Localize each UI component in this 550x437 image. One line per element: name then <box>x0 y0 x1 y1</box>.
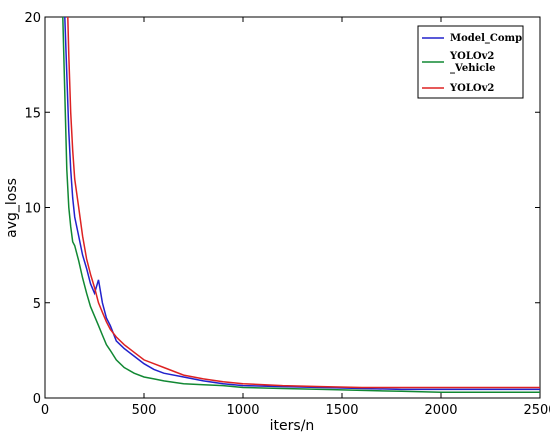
x-tick-label: 2000 <box>424 403 457 418</box>
y-tick-label: 5 <box>33 297 41 312</box>
x-tick-label: 500 <box>132 403 157 418</box>
x-tick-label: 1000 <box>226 403 259 418</box>
x-tick-label: 0 <box>41 403 49 418</box>
legend-label-0: Model_Comp <box>450 33 522 44</box>
legend-label-1: YOLOv2 _Vehicle <box>449 51 496 74</box>
y-tick-label: 0 <box>33 392 41 407</box>
x-tick-label: 1500 <box>325 403 358 418</box>
y-tick-label: 15 <box>24 106 41 121</box>
y-tick-label: 20 <box>24 11 41 26</box>
series-line-2 <box>67 17 540 389</box>
y-axis-label: avg_loss <box>4 178 20 238</box>
legend: Model_Comp YOLOv2 _Vehicle YOLOv2 <box>417 25 524 99</box>
legend-label-2: YOLOv2 <box>449 83 494 94</box>
y-tick-label: 10 <box>24 202 41 217</box>
series-lines <box>62 17 540 394</box>
series-line-0 <box>64 17 540 391</box>
series-line-1 <box>62 17 540 394</box>
x-axis-label: iters/n <box>270 418 315 434</box>
